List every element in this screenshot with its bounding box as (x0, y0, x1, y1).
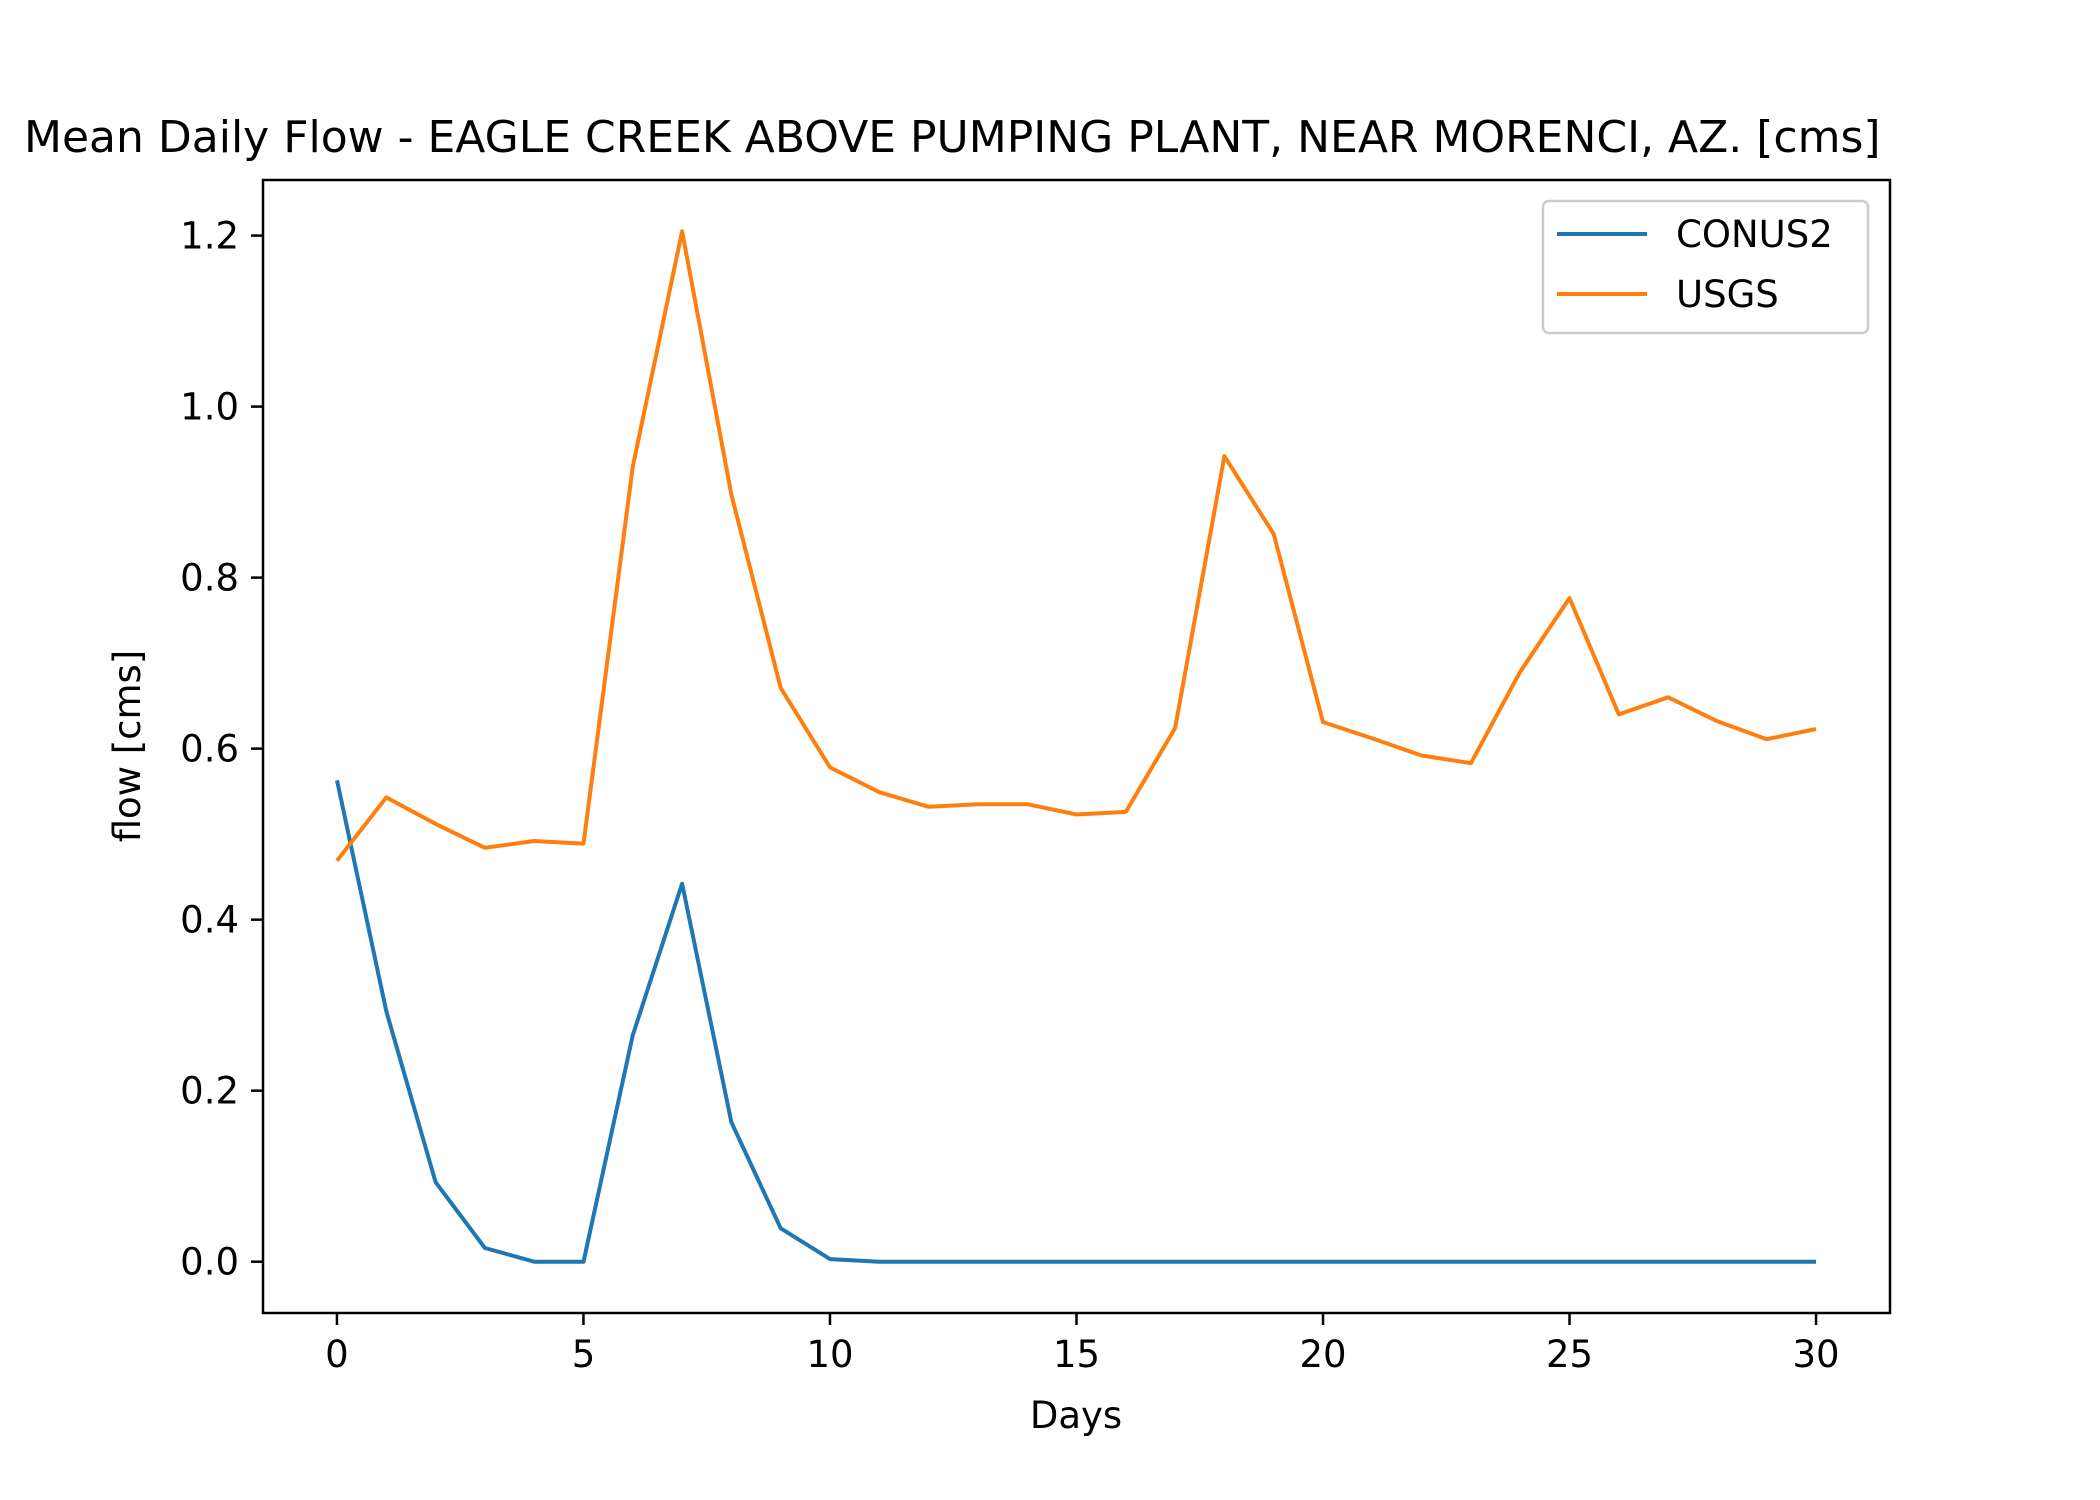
series-line-usgs (335, 229, 1817, 862)
x-tick-label: 30 (1792, 1333, 1839, 1376)
y-tick-label: 0.2 (180, 1070, 239, 1113)
legend-label-usgs: USGS (1676, 273, 1779, 316)
y-tick-label: 0.6 (180, 728, 239, 771)
x-tick-label: 0 (325, 1333, 349, 1376)
y-axis-label: flow [cms] (106, 650, 149, 843)
legend-label-conus2: CONUS2 (1676, 213, 1833, 256)
series-line-conus2 (335, 779, 1816, 1264)
y-tick-label: 1.2 (180, 215, 239, 258)
series-layer (335, 229, 1817, 1264)
plot-area (261, 178, 1892, 1315)
y-tick-label: 0.0 (180, 1241, 239, 1284)
y-tick-label: 0.8 (180, 557, 239, 600)
chart-title: Mean Daily Flow - EAGLE CREEK ABOVE PUMP… (24, 112, 1881, 163)
y-tick-label: 1.0 (180, 386, 239, 429)
x-axis-label: Days (1030, 1394, 1122, 1437)
x-axis: 0 5 10 15 20 25 30 (325, 1313, 1840, 1376)
y-axis: 0.0 0.2 0.4 0.6 0.8 1.0 1.2 (180, 215, 263, 1284)
x-tick-label: 10 (806, 1333, 853, 1376)
legend: CONUS2 USGS (1541, 199, 1870, 335)
x-tick-label: 20 (1299, 1333, 1346, 1376)
y-tick-label: 0.4 (180, 899, 239, 942)
x-tick-label: 25 (1546, 1333, 1593, 1376)
x-tick-label: 5 (572, 1333, 596, 1376)
x-tick-label: 15 (1053, 1333, 1100, 1376)
